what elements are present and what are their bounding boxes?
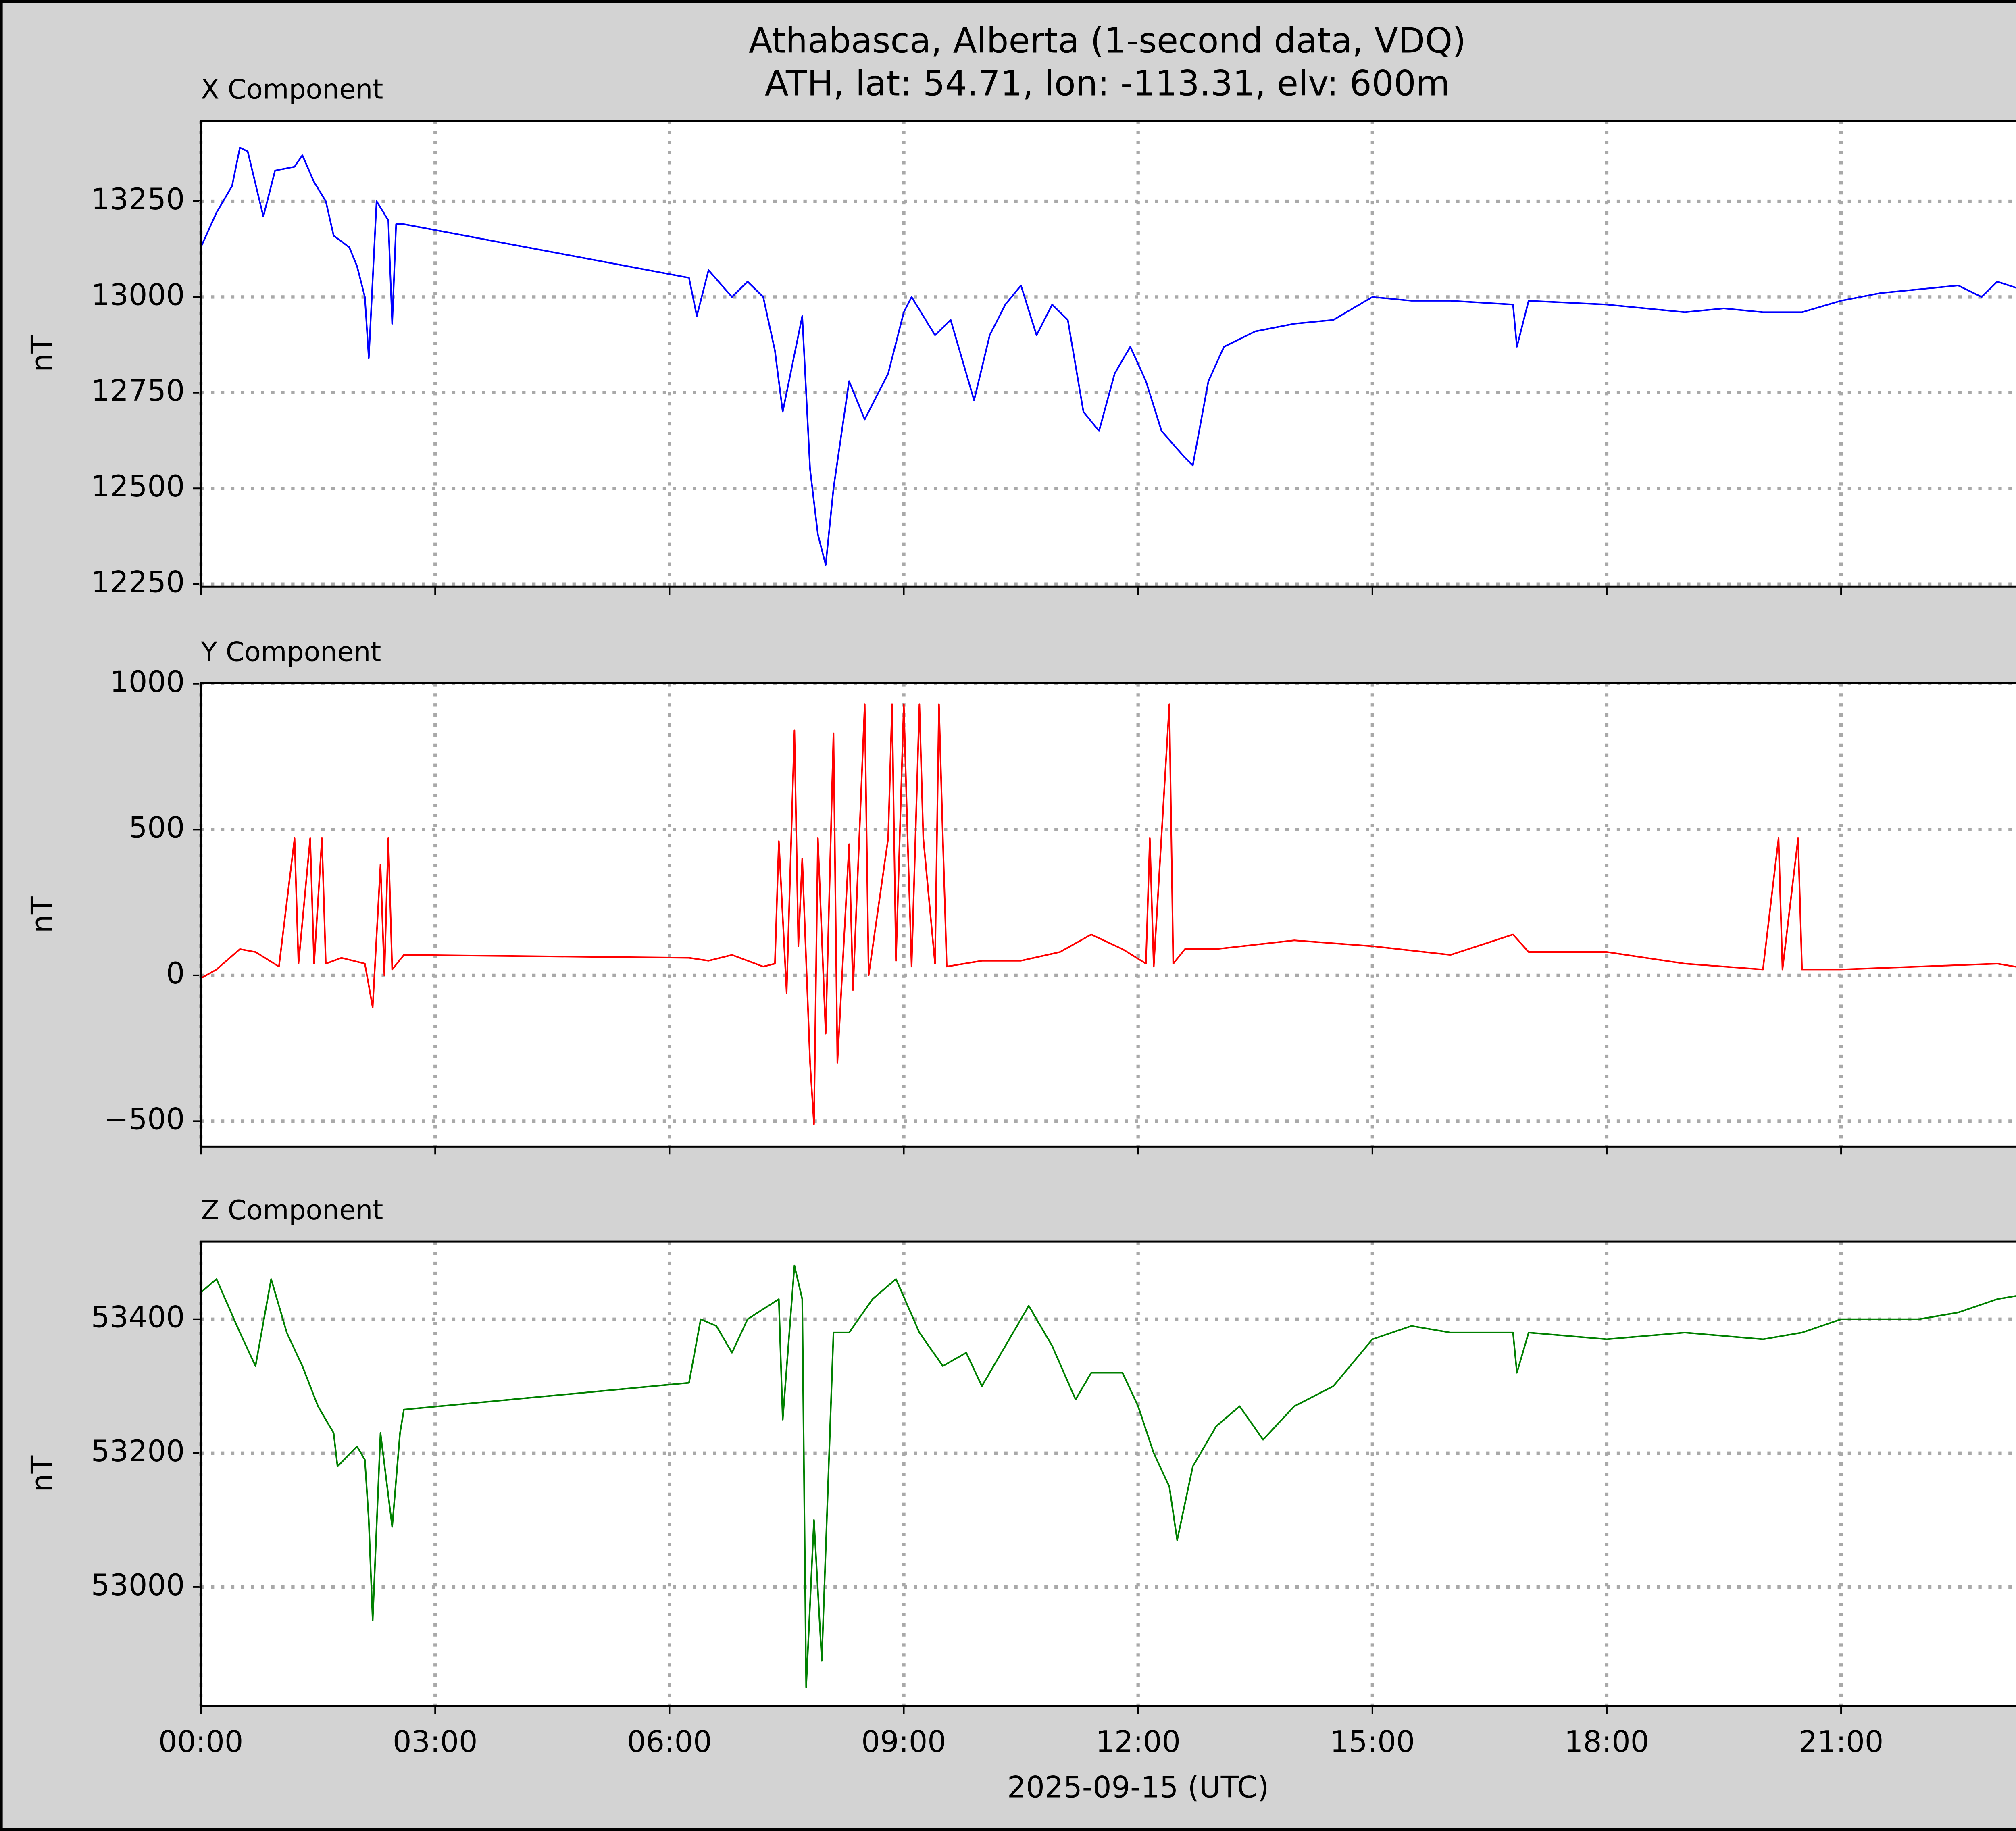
- y-tick-label: 12250: [91, 565, 185, 600]
- plot-area: [201, 121, 2016, 587]
- plot-frame: [200, 120, 2016, 588]
- y-axis-label: nT: [25, 896, 60, 933]
- x-tick-label: 21:00: [1799, 1725, 1884, 1759]
- y-tick-label: 1000: [110, 665, 185, 699]
- y-axis-label: nT: [25, 335, 60, 372]
- panel-title: Z Component: [201, 1194, 383, 1226]
- y-tick-label: 0: [166, 956, 185, 991]
- data-line: [200, 147, 2016, 566]
- panel-title: Y Component: [200, 636, 381, 667]
- plot-frame: [200, 1240, 2016, 1707]
- x-axis-label: 2025-09-15 (UTC): [1007, 1770, 1269, 1804]
- x-tick-label: 18:00: [1564, 1725, 1649, 1759]
- y-axis-label: nT: [25, 1455, 60, 1492]
- x-tick-label: 12:00: [1095, 1725, 1181, 1759]
- x-tick-label: 09:00: [861, 1725, 946, 1759]
- data-line: [200, 703, 2016, 1125]
- plot-frame: [200, 682, 2016, 1148]
- y-tick-label: 53400: [91, 1300, 185, 1335]
- figure-subtitle: ATH, lat: 54.71, lon: -113.31, elv: 600m: [765, 64, 1450, 104]
- y-tick-label: −500: [104, 1102, 185, 1136]
- y-tick-label: 500: [129, 810, 185, 845]
- data-line: [200, 1264, 2016, 1688]
- x-tick-label: 15:00: [1330, 1725, 1415, 1759]
- x-tick-label: 03:00: [393, 1725, 478, 1759]
- y-tick-label: 13250: [91, 182, 185, 217]
- plot-area: [201, 1241, 2016, 1706]
- y-tick-label: 12750: [91, 374, 185, 408]
- x-tick-label: 06:00: [627, 1725, 712, 1759]
- y-tick-label: 13000: [91, 278, 185, 312]
- y-tick-label: 12500: [91, 469, 185, 504]
- y-tick-label: 53200: [91, 1434, 185, 1469]
- x-tick-label: 00:00: [158, 1725, 244, 1759]
- figure-title: Athabasca, Alberta (1-second data, VDQ): [749, 21, 1466, 61]
- panel-title: X Component: [201, 74, 383, 105]
- plot-area: [201, 683, 2016, 1147]
- y-tick-label: 53000: [91, 1568, 185, 1602]
